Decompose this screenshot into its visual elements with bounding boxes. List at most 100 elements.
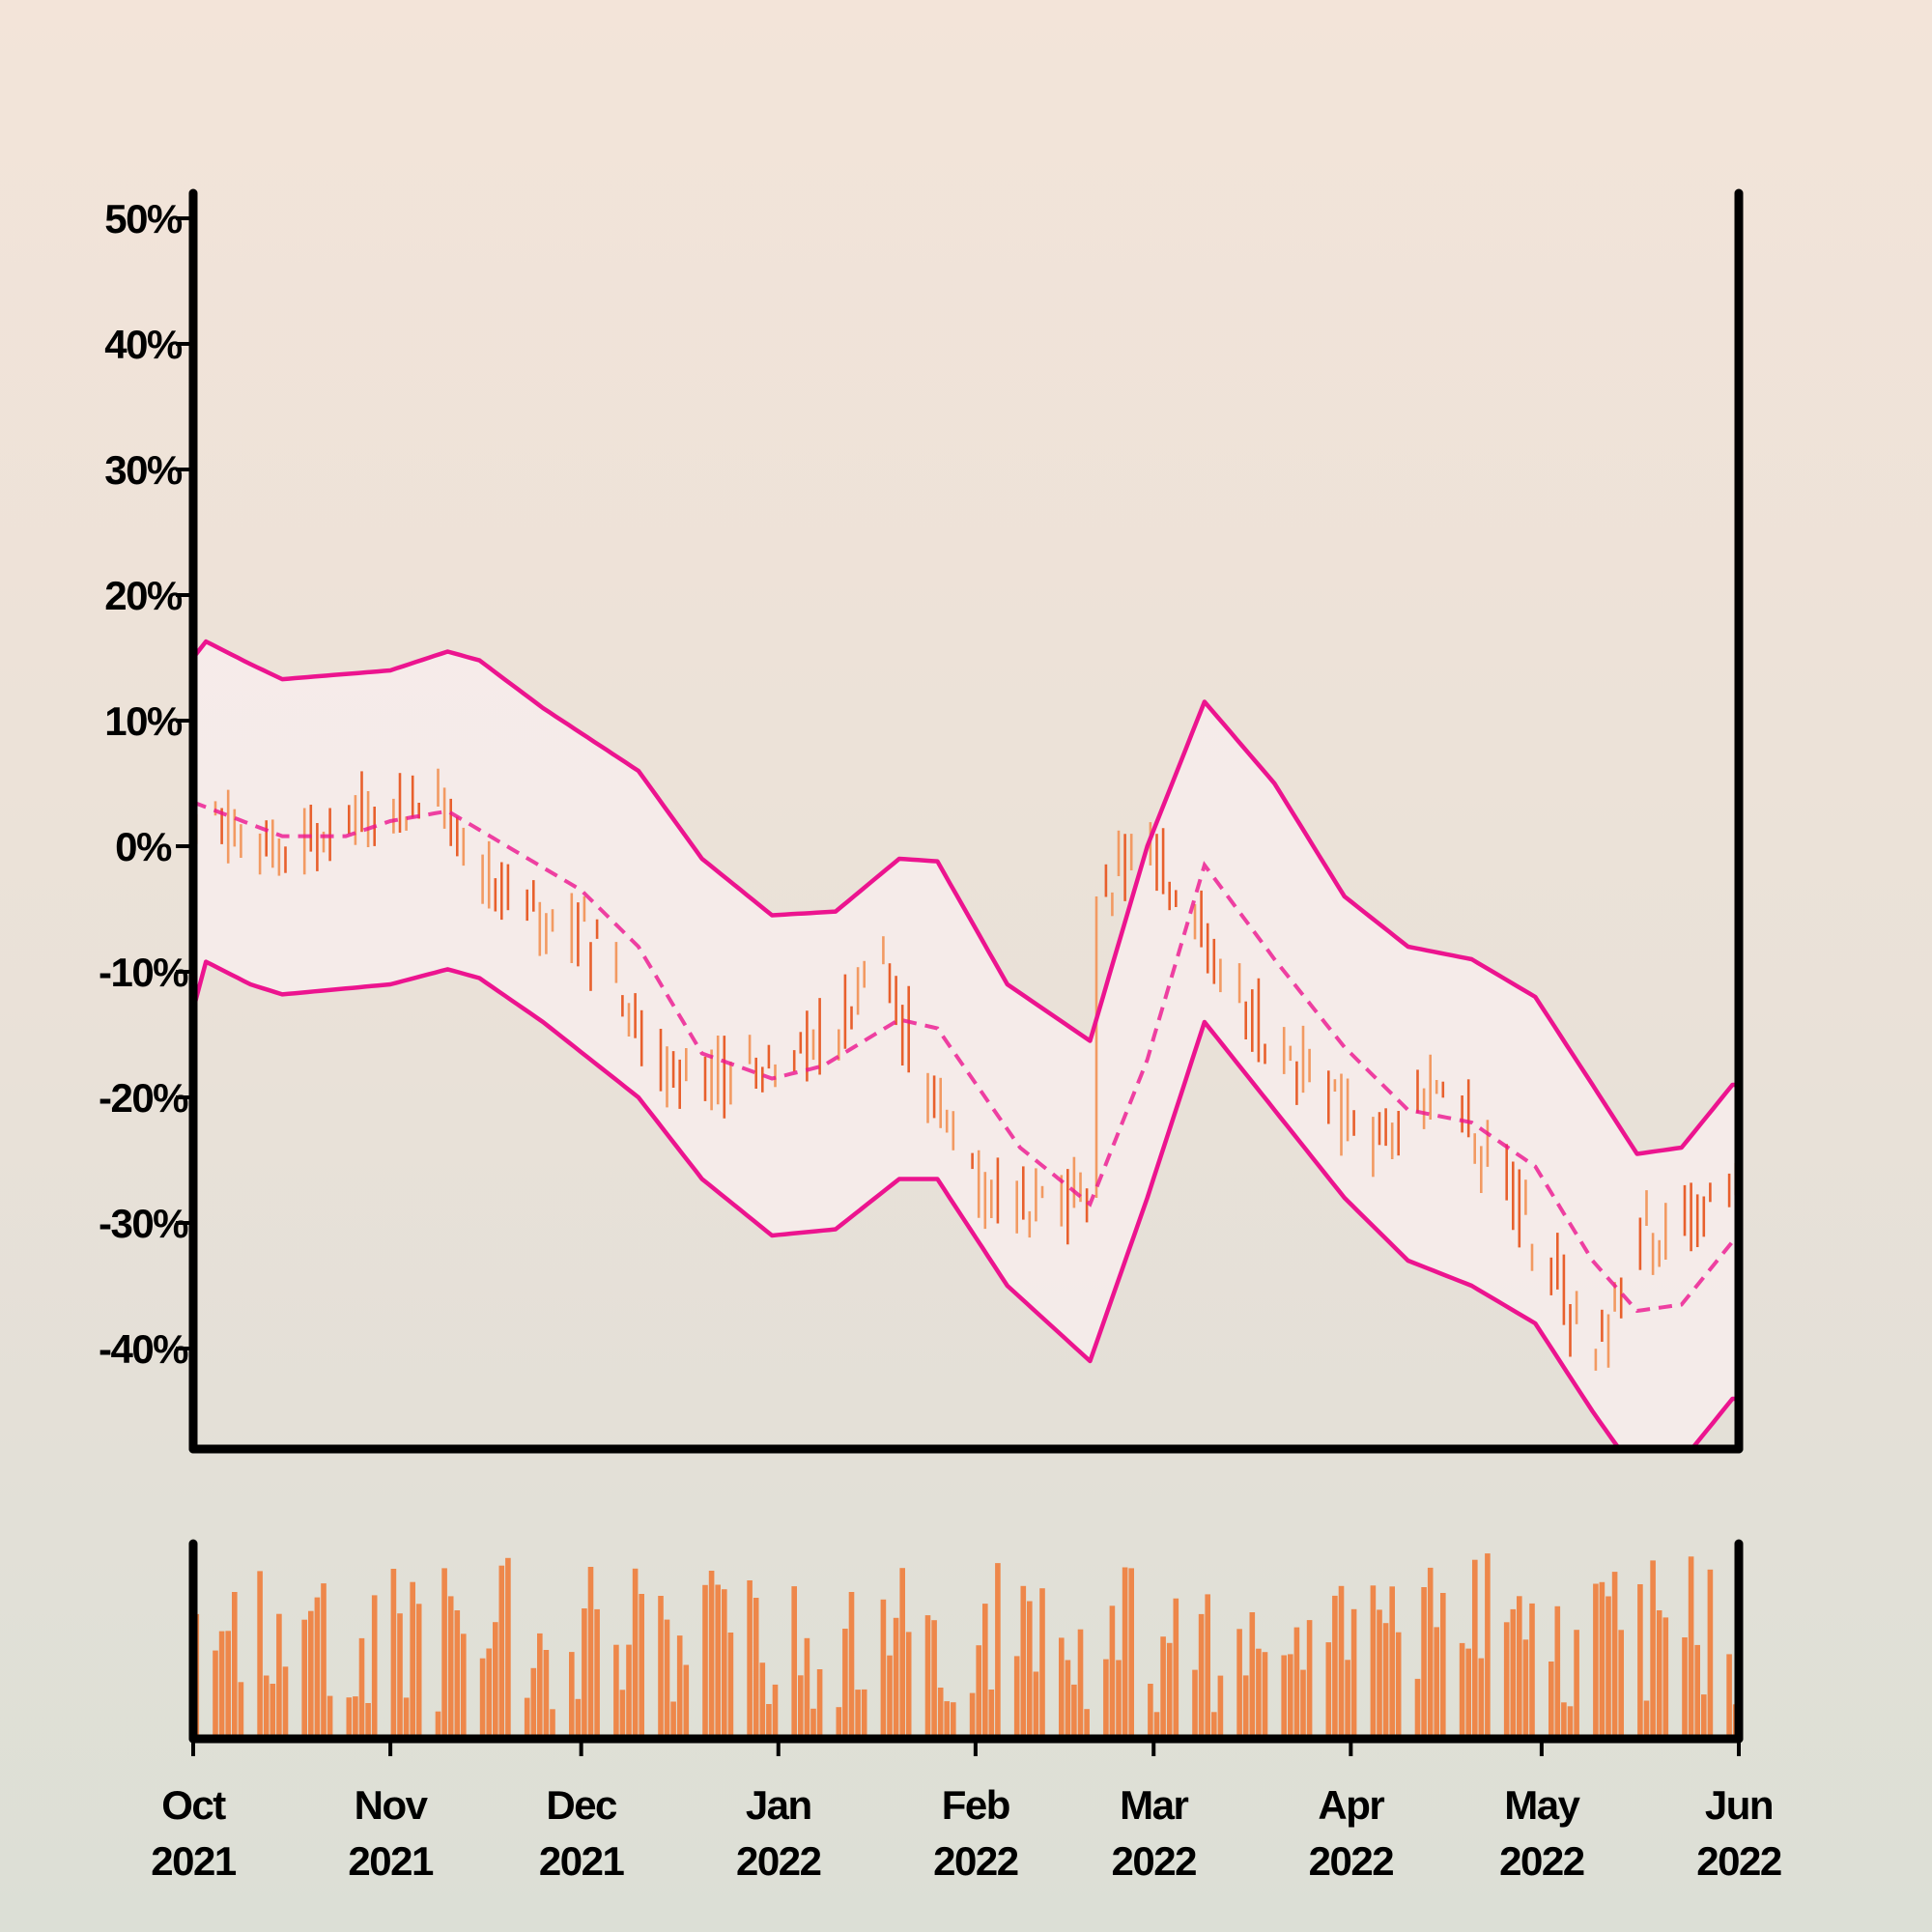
volume-bar [969, 1692, 976, 1739]
volume-bar [1013, 1656, 1020, 1739]
volume-bar [880, 1599, 887, 1739]
price-plot-area [193, 639, 1739, 1449]
volume-bar [1414, 1678, 1421, 1739]
volume-bar [327, 1695, 333, 1739]
volume-bar [1236, 1629, 1242, 1739]
volume-bar [447, 1596, 454, 1739]
volume-bar [1440, 1593, 1446, 1739]
volume-bar [1077, 1629, 1084, 1739]
volume-bar [722, 1589, 727, 1739]
volume-bar [441, 1568, 447, 1739]
volume-bar [1249, 1612, 1256, 1739]
volume-bar [1472, 1559, 1478, 1739]
volume-bar [1561, 1702, 1567, 1739]
volume-bar [461, 1634, 467, 1739]
volume-bar [1338, 1585, 1345, 1739]
x-tick-label-year: 2022 [1499, 1838, 1584, 1884]
volume-bar [632, 1568, 639, 1739]
volume-bar [530, 1667, 537, 1739]
volume-bar [1033, 1671, 1039, 1739]
volume-bar [842, 1629, 848, 1739]
volume-bar [1465, 1648, 1471, 1739]
volume-bar [1288, 1654, 1293, 1739]
volume-bar [435, 1711, 441, 1739]
volume-bar [1650, 1560, 1656, 1739]
volume-bar [1517, 1596, 1522, 1739]
volume-bar [791, 1586, 797, 1739]
volume-bar [1567, 1706, 1574, 1739]
x-tick-label-year: 2021 [539, 1838, 625, 1884]
volume-bar [238, 1682, 244, 1739]
volume-bar [569, 1652, 575, 1739]
volume-bar [1160, 1636, 1166, 1739]
x-tick-label-month: Jun [1705, 1782, 1773, 1828]
y-tick-label: 30% [104, 447, 183, 493]
volume-bar [1148, 1684, 1153, 1739]
volume-bar [1459, 1642, 1465, 1739]
volume-bar [225, 1631, 231, 1739]
volume-bar [1643, 1700, 1650, 1739]
volume-bar [995, 1563, 1001, 1739]
volume-bar [454, 1610, 461, 1739]
x-tick-label-month: Feb [942, 1782, 1009, 1828]
volume-bar [1389, 1586, 1395, 1739]
volume-bar [1153, 1712, 1160, 1739]
volume-bar [1605, 1596, 1611, 1739]
volume-bar [727, 1633, 734, 1739]
x-tick-label-month: Apr [1318, 1782, 1384, 1828]
volume-bar [1242, 1675, 1249, 1739]
volume-bar [479, 1658, 486, 1739]
volume-bar [1122, 1567, 1128, 1739]
volume-bar [619, 1690, 626, 1739]
volume-bar [848, 1592, 855, 1739]
volume-bar [1707, 1569, 1714, 1739]
x-tick-label-year: 2022 [736, 1838, 821, 1884]
volume-bar [524, 1697, 530, 1739]
volume-bar [1192, 1669, 1198, 1739]
volume-bar [1503, 1622, 1510, 1739]
volume-bar [575, 1698, 582, 1739]
volume-bar [1166, 1642, 1173, 1739]
volume-bar [1694, 1644, 1700, 1739]
volume-bar [1726, 1654, 1732, 1739]
volume-bar [397, 1613, 403, 1739]
volume-bar [1256, 1648, 1262, 1739]
volume-bar [664, 1619, 670, 1739]
y-tick-label: -30% [99, 1201, 188, 1246]
volume-bar [1345, 1660, 1350, 1739]
volume-bar [1293, 1627, 1300, 1739]
volume-bar [766, 1704, 772, 1739]
volume-bar [1262, 1652, 1268, 1739]
volume-bar [893, 1617, 899, 1739]
volume-bar [951, 1702, 956, 1739]
volume-bar [498, 1565, 505, 1739]
volume-bar [1395, 1632, 1402, 1739]
volume-bar [232, 1592, 238, 1739]
x-tick-label-year: 2022 [1112, 1838, 1197, 1884]
volume-bar [1434, 1627, 1439, 1739]
volume-bar [1529, 1603, 1535, 1739]
volume-bar [587, 1567, 594, 1739]
volume-bar [810, 1708, 816, 1739]
volume-bar [1510, 1608, 1517, 1739]
y-tick-label: 0% [115, 824, 172, 869]
x-tick-label-year: 2021 [348, 1838, 434, 1884]
lower-bollinger-band [193, 959, 1739, 1449]
y-tick-label: 10% [104, 698, 183, 744]
volume-bar [301, 1619, 307, 1739]
volume-bar [270, 1684, 276, 1739]
x-tick-label-month: Nov [355, 1782, 429, 1828]
y-tick-label: 40% [104, 322, 183, 367]
volume-bar [855, 1690, 861, 1739]
volume-bar [931, 1620, 937, 1739]
volume-bar [670, 1701, 676, 1739]
volume-bar [1593, 1583, 1599, 1739]
volume-bar [861, 1689, 867, 1739]
volume-bar [1548, 1662, 1554, 1739]
volume-bar [1198, 1613, 1205, 1739]
volume-bar [982, 1604, 988, 1739]
volume-bar [1662, 1617, 1669, 1739]
y-tick-label: 50% [104, 196, 183, 242]
volume-bar [676, 1635, 683, 1739]
